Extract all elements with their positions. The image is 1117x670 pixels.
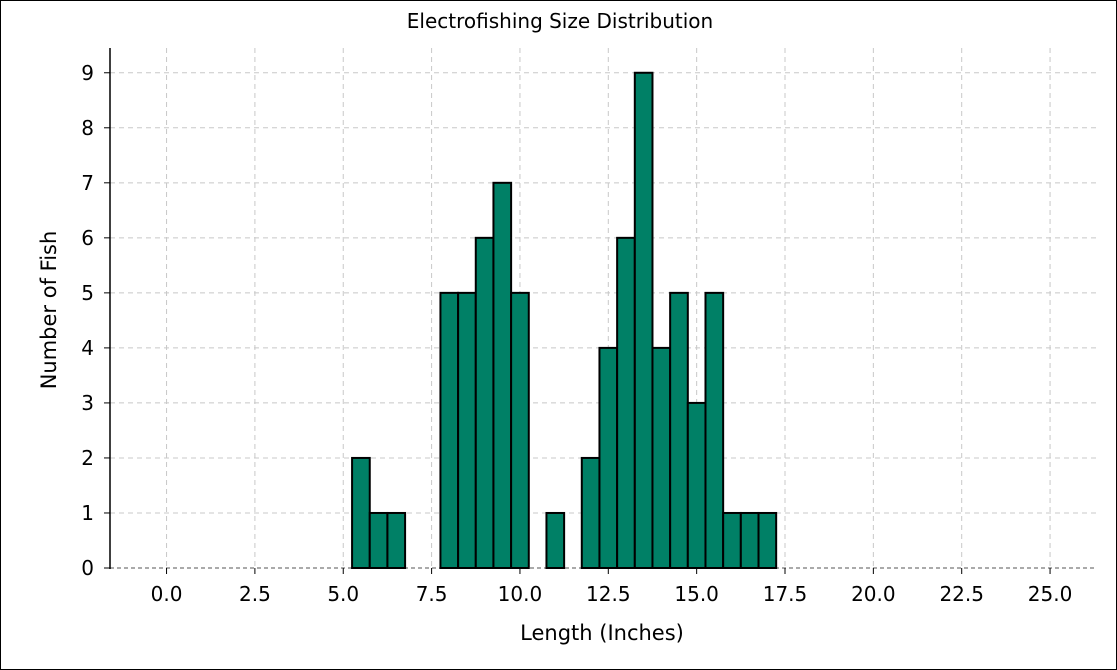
histogram-bar	[510, 291, 530, 569]
y-tick-label: 1	[81, 501, 94, 525]
x-tick-label: 12.5	[586, 582, 631, 606]
histogram-bar	[633, 71, 654, 569]
chart-title: Electrofishing Size Distribution	[407, 9, 713, 33]
y-tick-label: 2	[81, 446, 94, 470]
histogram-bar	[757, 511, 778, 570]
histogram-bar	[686, 401, 707, 569]
histogram-bars	[351, 71, 778, 570]
y-tick-label: 9	[81, 61, 94, 85]
histogram-bar	[722, 511, 742, 570]
y-tick-label: 6	[81, 226, 94, 250]
histogram-bar	[368, 511, 389, 570]
x-tick-label: 0.0	[151, 582, 183, 606]
x-tick-label: 7.5	[416, 582, 448, 606]
histogram-bar	[598, 346, 619, 569]
histogram-bar	[492, 181, 513, 569]
x-tick-label: 22.5	[939, 582, 984, 606]
histogram-bar	[351, 456, 371, 569]
y-tick-label: 5	[81, 281, 94, 305]
histogram-bar	[386, 511, 407, 570]
histogram-bar	[545, 511, 566, 570]
x-tick-label: 5.0	[327, 582, 359, 606]
x-tick-label: 10.0	[498, 582, 543, 606]
x-tick-label: 17.5	[763, 582, 808, 606]
y-tick-label: 3	[81, 391, 94, 415]
x-axis-ticks: 0.0 2.5 5.0 7.5 10.0 12.5 15.0 17.5 20.0 22.5 25.0	[151, 568, 1073, 606]
histogram-bar	[439, 291, 460, 569]
grid-lines	[110, 48, 1096, 568]
histogram-bar	[474, 236, 495, 569]
x-tick-label: 15.0	[674, 582, 719, 606]
histogram-bar	[651, 346, 672, 569]
histogram-bar	[457, 291, 477, 569]
y-axis-ticks: 0 1 2 3 4 5 6 7 8 9	[81, 61, 110, 580]
y-tick-label: 8	[81, 116, 94, 140]
y-axis-label: Number of Fish	[37, 231, 61, 390]
x-axis-label: Length (Inches)	[520, 621, 684, 645]
x-tick-label: 20.0	[851, 582, 896, 606]
histogram-bar	[580, 456, 601, 569]
histogram-bar	[704, 291, 725, 569]
histogram-bar	[669, 291, 689, 569]
histogram-bar	[739, 511, 760, 570]
histogram-bar	[616, 236, 636, 569]
y-tick-label: 4	[81, 336, 94, 360]
y-tick-label: 0	[81, 556, 94, 580]
y-tick-label: 7	[81, 171, 94, 195]
x-tick-label: 2.5	[239, 582, 271, 606]
x-tick-label: 25.0	[1028, 582, 1073, 606]
